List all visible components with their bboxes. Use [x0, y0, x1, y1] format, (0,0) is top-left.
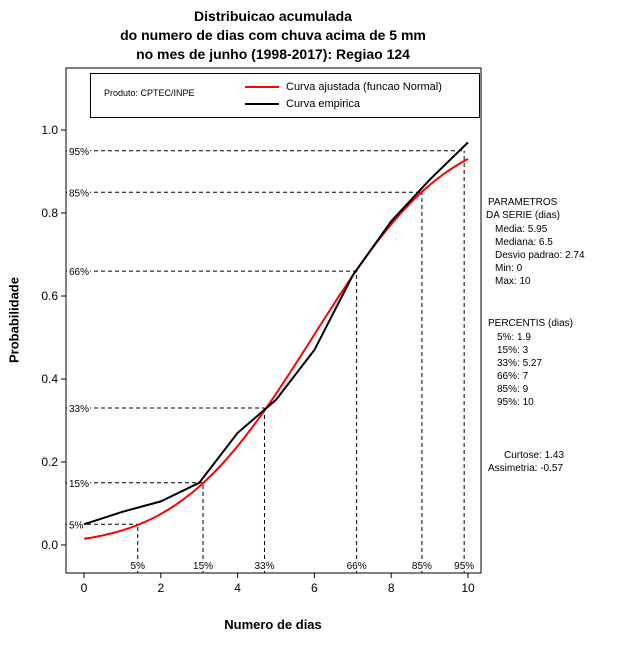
assimetria-value: Assimetria: -0.57: [488, 463, 564, 474]
x-axis-tick-label: 10: [461, 581, 475, 595]
percentile-bottom-label: 66%: [347, 561, 367, 572]
bottom-label-mask: [127, 559, 148, 571]
param-mediana: Mediana: 6.5: [495, 237, 553, 248]
y-axis-tick-label: 0.0: [41, 538, 58, 552]
title-line-3: no mes de junho (1998-2017): Regiao 124: [136, 46, 410, 62]
legend-item-fitted: Curva ajustada (funcao Normal): [245, 81, 442, 93]
fitted-line-swatch: [245, 86, 279, 88]
percentil-33: 33%: 5.27: [497, 358, 543, 369]
percentil-95: 95%: 10: [497, 397, 534, 408]
param-min: Min: 0: [495, 263, 523, 274]
x-axis-tick-label: 2: [157, 581, 164, 595]
y-axis-tick-label: 0.2: [41, 455, 58, 469]
percentile-left-label: 33%: [69, 404, 89, 415]
curtose-value: Curtose: 1.43: [504, 450, 565, 461]
bottom-label-mask: [251, 559, 278, 571]
fitted-line-label: Curva ajustada (funcao Normal): [286, 81, 442, 93]
left-label-mask: [67, 476, 90, 489]
percentis-heading: PERCENTIS (dias): [488, 318, 574, 329]
x-axis-tick-label: 0: [81, 581, 88, 595]
bottom-label-mask: [343, 559, 370, 571]
parametros-heading-2: DA SERIE (dias): [486, 210, 560, 221]
param-media: Media: 5.95: [495, 224, 548, 235]
percentile-left-label: 95%: [69, 147, 89, 158]
percentil-66: 66%: 7: [497, 371, 529, 382]
x-axis-tick-label: 4: [234, 581, 241, 595]
percentile-bottom-label: 85%: [412, 561, 432, 572]
bottom-label-mask: [190, 559, 217, 571]
left-label-mask: [67, 144, 90, 157]
param-max: Max: 10: [495, 276, 531, 287]
parametros-heading-1: PARAMETROS: [488, 197, 558, 208]
legend-item-empirical: Curva empirica: [245, 98, 360, 110]
y-axis-tick-label: 0.6: [41, 289, 58, 303]
empirical-line-label: Curva empirica: [286, 98, 360, 110]
percentile-bottom-label: 33%: [254, 561, 274, 572]
left-label-mask: [67, 402, 90, 415]
fitted-curve: [83, 158, 469, 540]
plot-box: [65, 67, 482, 574]
y-axis-tick-label: 0.8: [41, 206, 58, 220]
percentile-left-label: 5%: [69, 520, 84, 531]
percentile-left-label: 66%: [69, 267, 89, 278]
percentil-85: 85%: 9: [497, 384, 529, 395]
left-label-mask: [67, 518, 84, 531]
percentile-bottom-label: 5%: [131, 561, 146, 572]
produto-label: Produto: CPTEC/INPE: [104, 88, 195, 98]
left-label-mask: [67, 186, 90, 199]
left-label-mask: [67, 265, 90, 278]
title-line-2: do numero de dias com chuva acima de 5 m…: [120, 27, 426, 43]
percentil-15: 15%: 3: [497, 345, 529, 356]
percentile-left-label: 15%: [69, 479, 89, 490]
param-desvio-padrao: Desvio padrao: 2.74: [495, 250, 585, 261]
bottom-label-mask: [451, 559, 478, 571]
y-axis-title: Probabilidade: [6, 277, 22, 363]
y-axis-tick-label: 1.0: [41, 123, 58, 137]
chart-title: Distribuicao acumulada do numero de dias…: [0, 7, 546, 64]
x-axis-tick-label: 8: [388, 581, 395, 595]
y-axis-tick-label: 0.4: [41, 372, 58, 386]
percentile-left-label: 85%: [69, 188, 89, 199]
percentil-5: 5%: 1.9: [497, 332, 531, 343]
x-axis-title: Numero de dias: [224, 617, 322, 632]
empirical-line-swatch: [245, 103, 279, 105]
title-line-1: Distribuicao acumulada: [194, 8, 352, 24]
empirical-curve: [83, 141, 469, 526]
bottom-label-mask: [408, 559, 435, 571]
percentile-bottom-label: 95%: [454, 561, 474, 572]
x-axis-tick-label: 6: [311, 581, 318, 595]
legend-box: Produto: CPTEC/INPE Curva ajustada (func…: [90, 73, 480, 118]
percentile-bottom-label: 15%: [193, 561, 213, 572]
